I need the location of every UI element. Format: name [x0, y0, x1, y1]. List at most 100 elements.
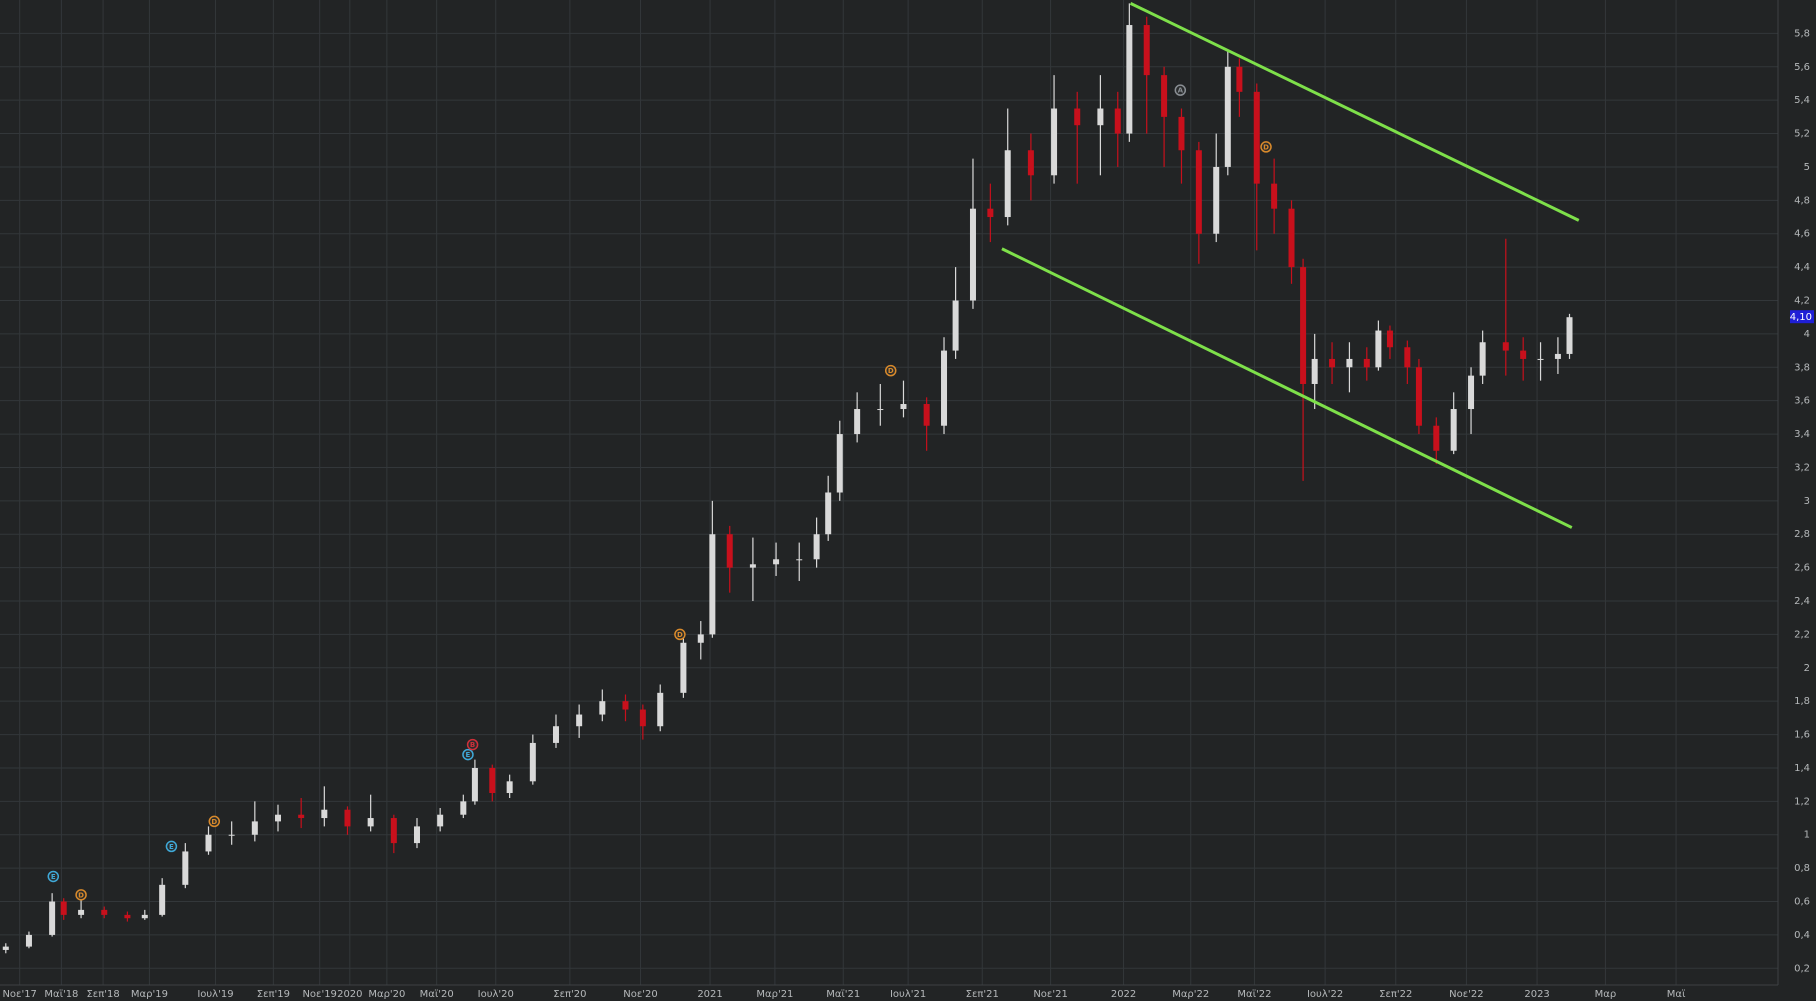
price-tag-label: 4,10: [1790, 312, 1812, 323]
y-tick-label: 0,4: [1794, 930, 1810, 941]
candle-body: [274, 814, 281, 822]
candle-body: [228, 834, 235, 836]
candle-body: [836, 434, 843, 493]
candle-body: [1126, 25, 1133, 134]
y-tick-label: 3,8: [1794, 362, 1810, 373]
candle-body: [1415, 367, 1422, 426]
candle-body: [1450, 409, 1457, 451]
event-label: B: [470, 741, 475, 749]
candle-body: [1051, 108, 1058, 176]
event-label: D: [211, 818, 217, 826]
candle-body: [101, 909, 108, 915]
y-tick-label: 5: [1804, 162, 1810, 173]
event-marker: [674, 628, 686, 641]
y-tick-label: 3,6: [1794, 396, 1810, 407]
candle-body: [599, 701, 606, 715]
y-tick-label: 5,8: [1794, 28, 1810, 39]
event-marker: [466, 738, 479, 751]
candle-body: [1566, 317, 1573, 354]
event-label: E: [51, 873, 56, 881]
y-tick-label: 1: [1804, 830, 1810, 841]
candle-body: [141, 914, 148, 919]
x-tick-label: Ιουλ'19: [197, 989, 233, 1000]
y-tick-label: 5,6: [1794, 62, 1810, 73]
event-label: D: [888, 367, 894, 375]
x-tick-label: Μαϊ'22: [1237, 989, 1271, 1000]
candle-body: [749, 564, 756, 568]
candle-body: [552, 726, 559, 743]
candle-body: [1161, 75, 1168, 117]
candle-body: [952, 300, 959, 351]
y-tick-label: 2: [1804, 663, 1810, 674]
candle-body: [25, 934, 32, 947]
candle-body: [1433, 425, 1440, 451]
candle-body: [1224, 66, 1231, 167]
x-tick-label: Μαρ'19: [131, 989, 168, 1000]
x-tick-label: Ιουλ'20: [478, 989, 514, 1000]
event-marker: [462, 748, 474, 761]
y-tick-label: 3: [1804, 496, 1810, 507]
candle-body: [1554, 353, 1561, 359]
y-tick-label: 3,2: [1794, 462, 1810, 473]
y-tick-label: 1,4: [1794, 763, 1810, 774]
candle-body: [1178, 116, 1185, 151]
y-tick-label: 1,6: [1794, 730, 1810, 741]
candle-body: [1363, 358, 1370, 368]
y-tick-label: 2,6: [1794, 563, 1810, 574]
candle-body: [251, 821, 258, 835]
x-tick-label: Σεπ'21: [966, 989, 999, 1000]
candle-body: [1195, 150, 1202, 234]
event-marker: [1260, 141, 1272, 153]
y-tick-label: 0,8: [1794, 863, 1810, 874]
x-tick-label: Νοε'19: [302, 989, 336, 1000]
candle-body: [78, 909, 85, 915]
candle-body: [639, 709, 646, 727]
candle-body: [460, 801, 467, 815]
event-label: E: [466, 751, 471, 759]
candle-body: [622, 701, 629, 710]
x-tick-label: 2022: [1111, 989, 1136, 1000]
x-tick-label: Μαρ'20: [368, 989, 405, 1000]
event-label: D: [677, 631, 683, 639]
candle-body: [576, 714, 583, 727]
candle-body: [1143, 25, 1150, 76]
event-label: D: [78, 891, 84, 899]
candle-body: [1502, 342, 1509, 351]
candle-body: [877, 409, 884, 411]
x-tick-label: Μαϊ: [1667, 989, 1686, 1000]
x-tick-label: Μαϊ'20: [420, 989, 454, 1000]
price-tag: [1790, 310, 1814, 324]
x-tick-label: Νοε'22: [1449, 989, 1483, 1000]
y-tick-label: 1,8: [1794, 696, 1810, 707]
candle-body: [1375, 330, 1382, 368]
candle-body: [367, 818, 374, 827]
candle-body: [413, 826, 420, 844]
event-label: A: [1178, 87, 1184, 95]
y-tick-label: 5,4: [1794, 95, 1810, 106]
trend-line: [1129, 1, 1580, 222]
x-tick-label: Ιουλ'21: [890, 989, 926, 1000]
event-marker: [1174, 84, 1187, 96]
candle-body: [1253, 91, 1260, 184]
y-tick-label: 1,2: [1794, 796, 1810, 807]
candle-body: [471, 767, 478, 802]
x-tick-label: 2021: [697, 989, 722, 1000]
event-marker: [75, 889, 87, 901]
y-tick-label: 4,8: [1794, 195, 1810, 206]
candle-body: [709, 534, 716, 635]
event-marker: [208, 815, 221, 828]
x-tick-label: Σεπ'19: [257, 989, 290, 1000]
candle-body: [680, 642, 687, 693]
x-tick-label: 2023: [1524, 989, 1549, 1000]
candle-body: [923, 404, 930, 426]
candle-body: [1311, 358, 1318, 384]
candle-body: [298, 814, 305, 819]
trend-line: [1001, 247, 1573, 529]
x-tick-label: Μαρ'22: [1172, 989, 1209, 1000]
event-marker: [884, 364, 897, 377]
candle-body: [796, 559, 803, 561]
y-tick-label: 5,2: [1794, 129, 1810, 140]
y-tick-label: 2,4: [1794, 596, 1810, 607]
